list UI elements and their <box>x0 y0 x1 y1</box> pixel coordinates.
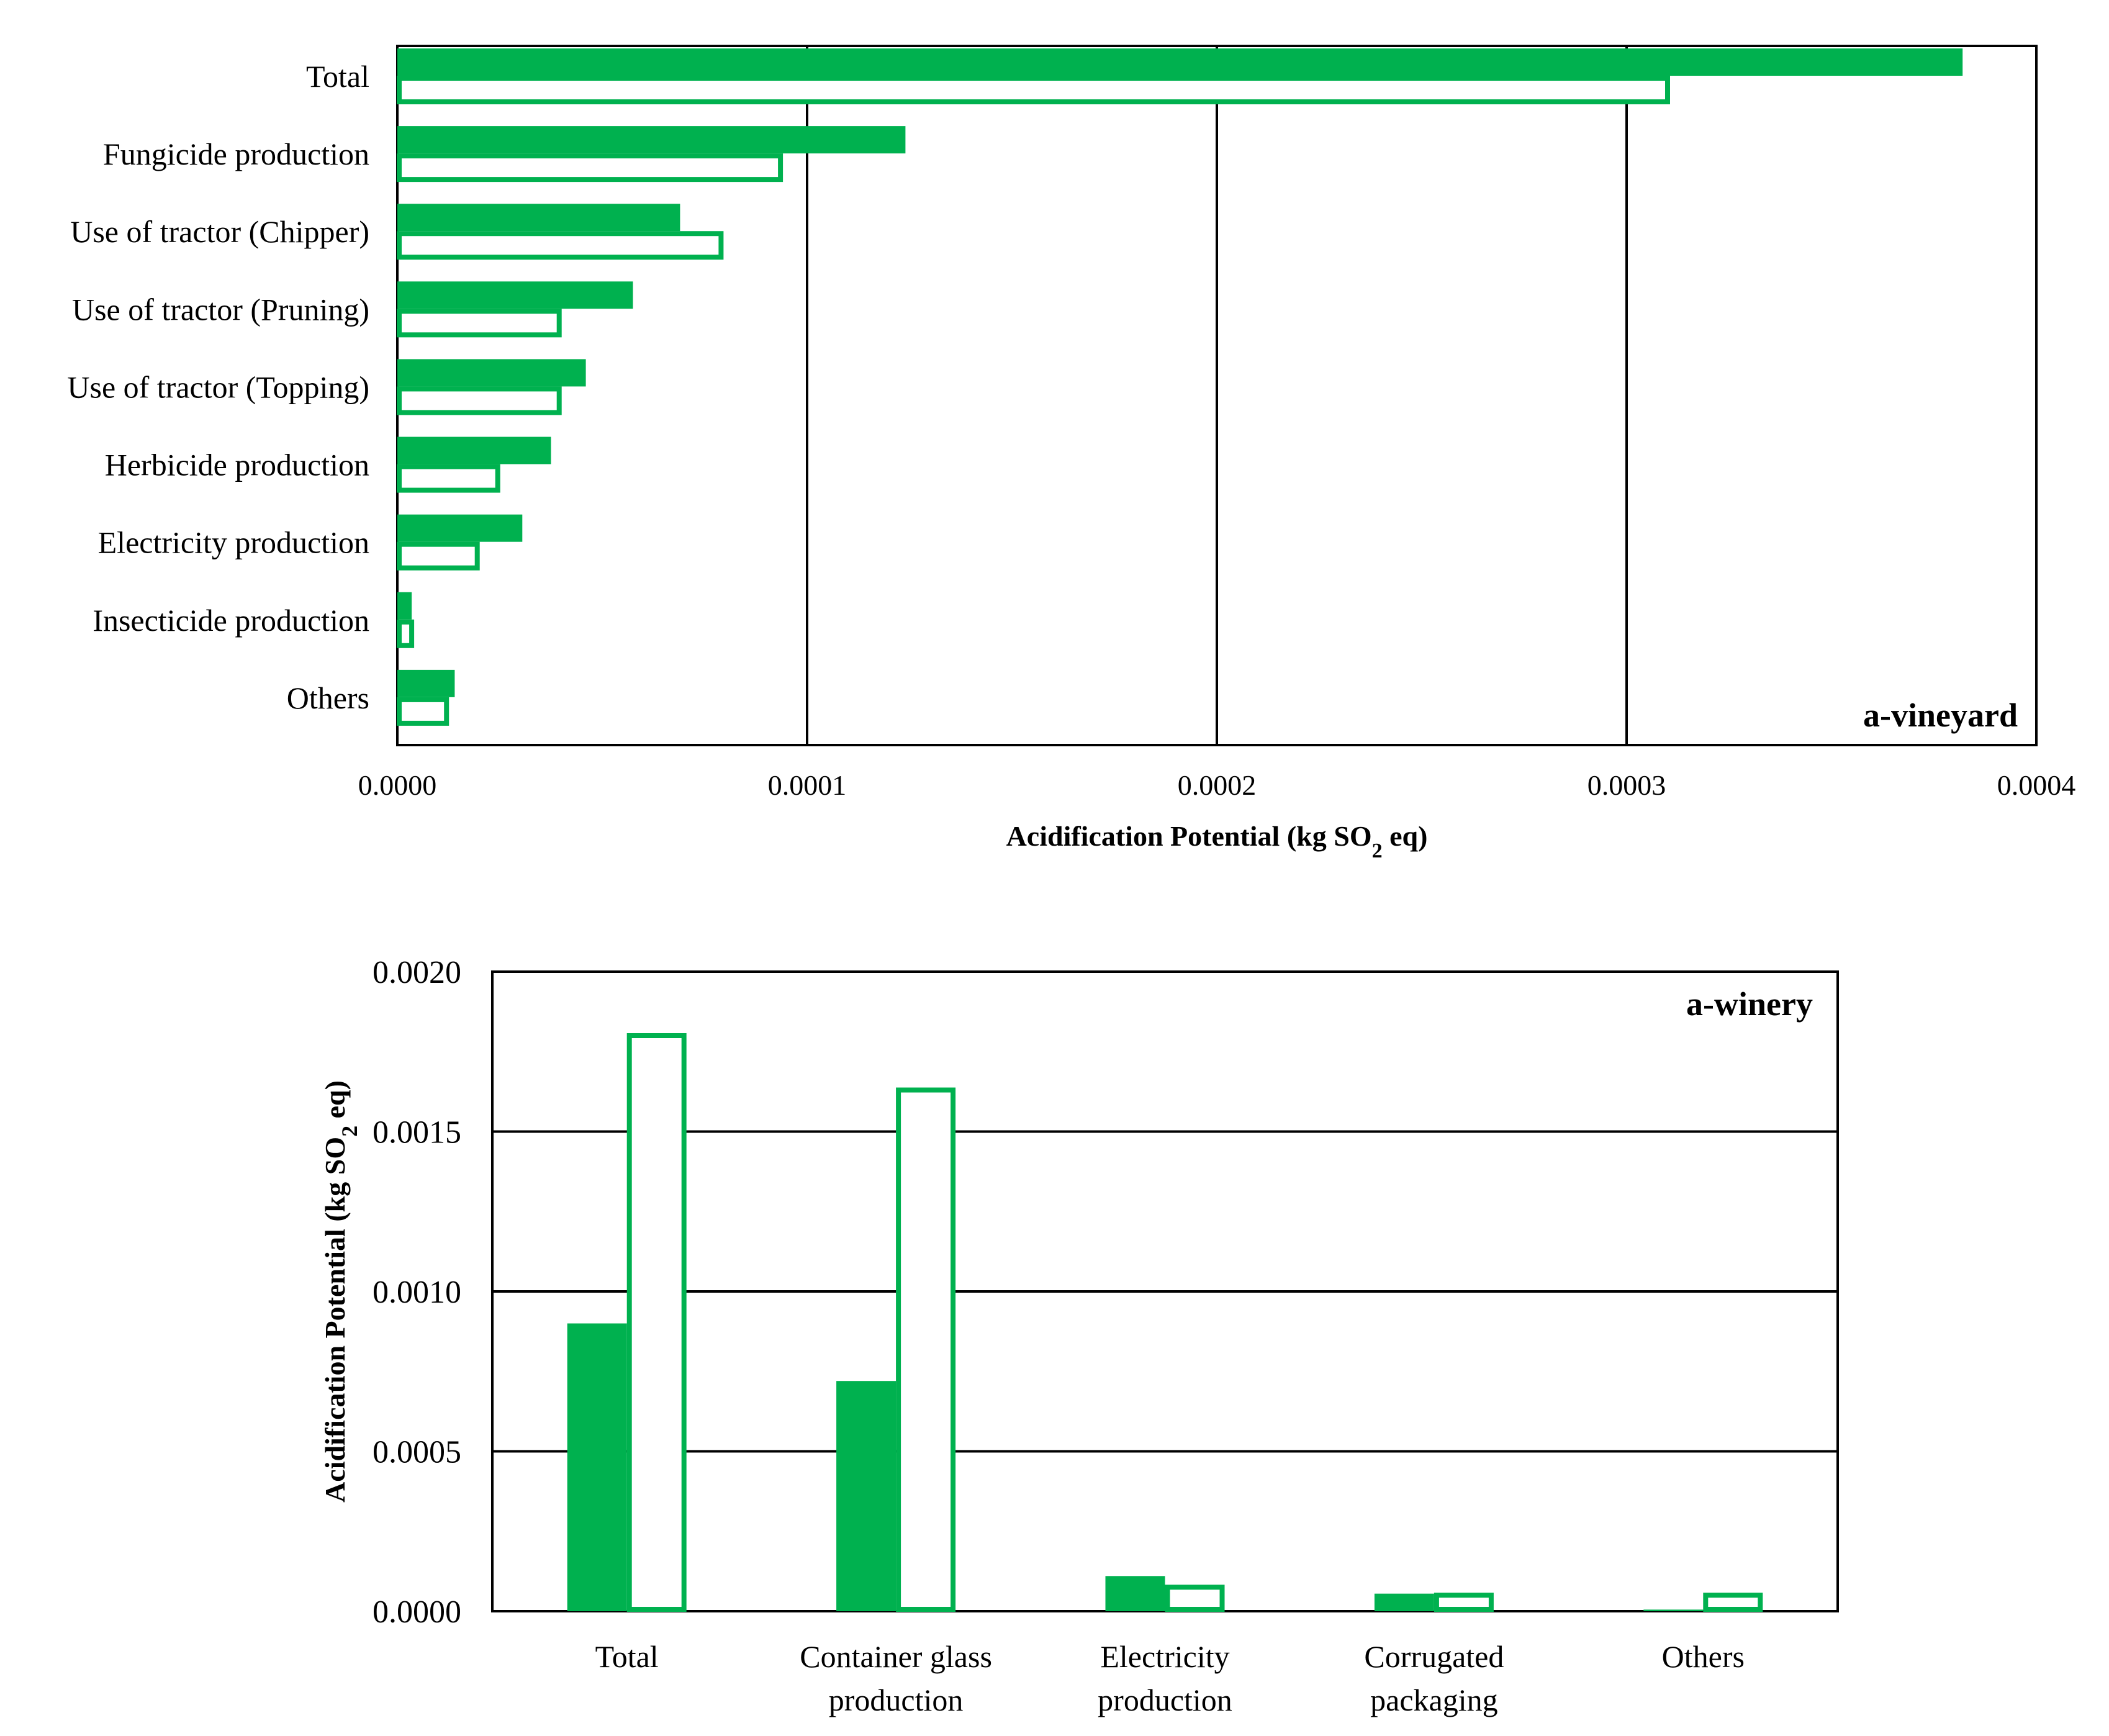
vineyard-category-label: Electricity production <box>98 525 369 560</box>
winery-y-tick-label: 0.0015 <box>373 1115 461 1151</box>
winery-bar-outline <box>1165 1585 1225 1612</box>
vineyard-category-label: Others <box>287 680 369 715</box>
vineyard-category-label: Herbicide production <box>105 448 369 482</box>
vineyard-category-label: Use of tractor (Pruning) <box>72 292 369 327</box>
winery-bar-filled <box>1105 1576 1165 1611</box>
winery-bar-outline <box>896 1087 956 1612</box>
winery-y-axis-title: Acidification Potential (kg SO2 eq) <box>319 1080 362 1503</box>
vineyard-x-axis-title: Acidification Potential (kg SO2 eq) <box>1006 820 1428 862</box>
winery-bar-filled <box>836 1381 896 1611</box>
winery-category-label: production <box>829 1683 964 1717</box>
winery-bar-filled <box>1374 1593 1434 1611</box>
vineyard-bar-outline <box>397 231 724 260</box>
vineyard-chart: Total Fungicide production Use of tractor … <box>67 45 2076 862</box>
vineyard-bar-outline <box>397 76 1670 104</box>
winery-category-label: Electricity <box>1100 1639 1229 1674</box>
vineyard-x-tick-label: 0.0000 <box>358 769 437 801</box>
vineyard-x-tick-label: 0.0001 <box>768 769 847 801</box>
winery-category-label: Total <box>595 1639 659 1674</box>
vineyard-bar-filled <box>397 669 455 697</box>
vineyard-category-label: Use of tractor (Topping) <box>67 369 369 404</box>
winery-bar-outline <box>626 1033 687 1612</box>
vineyard-category-label: Insecticide production <box>93 603 369 638</box>
winery-panel-label: a-winery <box>1686 985 1813 1023</box>
winery-bar-outline <box>1703 1593 1763 1612</box>
vineyard-bar-outline <box>397 619 415 648</box>
winery-bar-filled <box>1643 1609 1704 1611</box>
vineyard-panel-label: a-vineyard <box>1863 697 2018 734</box>
vineyard-bar-filled <box>397 514 523 542</box>
vineyard-bar-filled <box>397 204 680 232</box>
vineyard-category-label: Total <box>306 59 369 94</box>
vineyard-bar-outline <box>397 309 562 338</box>
vineyard-bar-filled <box>397 436 551 464</box>
vineyard-bar-outline <box>397 386 562 415</box>
winery-y-tick-label: 0.0020 <box>373 955 461 990</box>
vineyard-bar-outline <box>397 541 480 571</box>
winery-bar-outline <box>1434 1593 1494 1612</box>
vineyard-x-tick-label: 0.0003 <box>1587 769 1666 801</box>
vineyard-bar-filled <box>397 592 412 620</box>
winery-category-label: packaging <box>1370 1683 1497 1717</box>
winery-category-label: Others <box>1662 1639 1745 1674</box>
winery-category-label: Corrugated <box>1364 1639 1504 1674</box>
vineyard-bar-filled <box>397 359 586 387</box>
vineyard-x-tick-label: 0.0004 <box>1997 769 2076 801</box>
winery-y-tick-label: 0.0000 <box>373 1594 461 1630</box>
winery-y-axis-title-main: Acidification Potential (kg SO <box>319 1137 351 1503</box>
vineyard-category-label: Use of tractor (Chipper) <box>70 214 369 249</box>
vineyard-bar-filled <box>397 126 906 154</box>
vineyard-x-axis-title-main: Acidification Potential (kg SO <box>1006 820 1372 852</box>
vineyard-x-axis-title-sub: 2 <box>1372 839 1383 862</box>
winery-y-tick-label: 0.0005 <box>373 1435 461 1470</box>
winery-bar-filled <box>567 1323 627 1611</box>
vineyard-bar-outline <box>397 464 500 493</box>
vineyard-bar-filled <box>397 48 1963 76</box>
vineyard-bar-outline <box>397 153 784 183</box>
winery-category-label: Container glass <box>800 1639 992 1674</box>
vineyard-category-label: Fungicide production <box>103 137 369 171</box>
winery-y-tick-label: 0.0010 <box>373 1275 461 1310</box>
vineyard-x-tick-label: 0.0002 <box>1178 769 1257 801</box>
winery-y-axis-title-end: eq) <box>319 1080 351 1126</box>
vineyard-bar-outline <box>397 697 449 726</box>
winery-y-axis-title-sub: 2 <box>337 1126 362 1137</box>
winery-category-label: production <box>1098 1683 1232 1717</box>
vineyard-bar-filled <box>397 281 633 309</box>
vineyard-x-axis-title-end: eq) <box>1383 820 1428 852</box>
winery-chart: Total Container glass production Electricit… <box>319 955 1839 1717</box>
